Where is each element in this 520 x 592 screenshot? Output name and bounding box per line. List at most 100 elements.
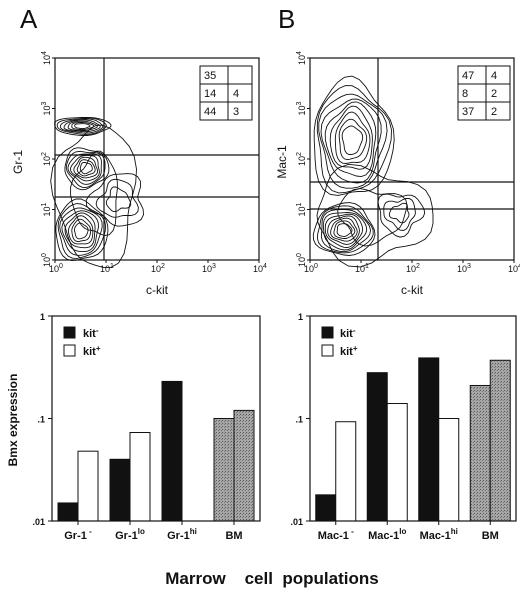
quadrant-value: 3 (233, 106, 239, 118)
bar-kit-pos (386, 403, 408, 522)
density-contour (70, 150, 118, 236)
bar-category-label: BM (225, 530, 242, 542)
bar-plot-frame (51, 315, 261, 522)
density-contour (50, 124, 137, 268)
density-contour (56, 117, 107, 135)
bar-kit-pos (438, 418, 460, 522)
flow-y-tick-label: 104 (41, 51, 52, 65)
bar-kit-neg (315, 494, 337, 522)
density-contour (73, 156, 99, 179)
density-contour (377, 193, 426, 238)
flow-ylabel: Gr-1 (11, 150, 25, 174)
flow-x-tick-label: 104 (508, 263, 520, 274)
quadrant-value: 35 (204, 70, 216, 82)
density-contour (54, 116, 112, 136)
density-contour (330, 217, 358, 242)
quadrant-value: 8 (462, 88, 468, 100)
density-contour (336, 223, 353, 237)
legend-label-kit-pos: kit+ (340, 344, 358, 358)
density-contour (74, 222, 89, 240)
bar-kit-neg (57, 502, 79, 522)
density-contour (334, 111, 371, 164)
quadrant-value: 4 (491, 70, 497, 82)
legend: kit- kit+ (321, 326, 358, 358)
flow-ylabel: Mac-1 (275, 145, 289, 179)
density-contour (316, 205, 374, 254)
bar-plot-frame (309, 315, 517, 522)
density-contour (79, 161, 93, 175)
bar-category-label: Gr-1lo (115, 527, 145, 542)
bar-kit-neg (161, 380, 183, 522)
density-contour (64, 212, 96, 249)
flow-y-tick-label: 102 (41, 152, 52, 166)
bar-kit-neg (109, 458, 131, 522)
bar-kit-neg (469, 384, 491, 522)
density-contour (313, 75, 395, 196)
bar-category-label: BM (482, 530, 499, 542)
density-contour (105, 186, 132, 213)
flow-y-tick-label: 103 (296, 101, 307, 115)
density-contour (71, 218, 92, 242)
flow-y-tick-label: 100 (296, 253, 307, 267)
bar-chart-mac1: .01 .1 1 Mac-1 - Mac-1lo Mac-1hi BM kit- kit+ (290, 312, 517, 542)
panel-letter-a: A (20, 4, 38, 34)
legend-swatch-kit-pos (321, 344, 334, 357)
bar-category-label: Mac-1 - (318, 527, 354, 542)
bar-y-tick-label: .1 (37, 415, 45, 425)
flow-x-tick-label: 101 (100, 263, 114, 274)
quadrant-value: 14 (204, 88, 216, 100)
bar-kit-neg (213, 418, 235, 522)
density-contour (312, 202, 376, 256)
density-contour (65, 150, 106, 188)
density-contour (67, 215, 94, 245)
density-contour (388, 202, 410, 224)
bar-y-tick-label: .1 (295, 415, 303, 425)
density-contour (95, 178, 139, 218)
flow-y-tick-label: 103 (41, 101, 52, 115)
density-contour (383, 198, 416, 231)
bar-y-tick-label: .01 (290, 517, 303, 527)
legend-swatch-kit-neg (321, 326, 334, 339)
density-contour (85, 173, 144, 227)
bar-chart-gr1: Bmx expression .01 .1 1 Gr-1 - Gr-1lo Gr-1hi… (6, 312, 261, 542)
density-contour (322, 212, 368, 251)
density-contour (327, 215, 360, 245)
density-contour (74, 123, 91, 130)
density-contour (316, 85, 392, 194)
quadrant-value: 37 (462, 106, 474, 118)
flow-y-tick-label: 102 (296, 152, 307, 166)
flow-x-tick-label: 102 (151, 263, 165, 274)
flow-x-tick-label: 100 (49, 263, 63, 274)
density-contour (76, 159, 96, 177)
quadrant-table: 47 4 8 2 37 2 (457, 65, 511, 121)
bar-ylabel: Bmx expression (6, 374, 20, 467)
bar-kit-pos (129, 432, 151, 522)
legend-label-kit-neg: kit- (83, 326, 99, 340)
density-contour (63, 119, 101, 133)
density-contour (316, 163, 434, 268)
legend-label-kit-pos: kit+ (83, 344, 101, 358)
density-contour (67, 153, 102, 185)
bar-kit-pos (335, 421, 357, 522)
flow-xlabel: c-kit (401, 283, 424, 297)
density-contour (333, 220, 356, 239)
quadrant-value: 2 (491, 88, 497, 100)
density-contour (61, 210, 99, 253)
bar-category-label: Gr-1hi (167, 527, 197, 542)
density-contour (70, 154, 100, 182)
density-contour (59, 207, 103, 256)
flow-x-tick-label: 103 (202, 263, 216, 274)
flow-y-tick-label: 101 (296, 202, 307, 216)
density-contour (59, 118, 104, 134)
bar-category-label: Mac-1hi (420, 527, 458, 542)
flow-x-tick-label: 102 (406, 263, 420, 274)
density-contour (329, 105, 373, 170)
bar-y-tick-label: 1 (40, 312, 45, 322)
bar-category-label: Gr-1 - (64, 527, 92, 542)
legend: kit- kit+ (63, 326, 101, 358)
flow-x-tick-label: 103 (457, 263, 471, 274)
flow-y-tick-label: 101 (41, 202, 52, 216)
bar-kit-pos (77, 450, 99, 522)
bar-y-tick-label: .01 (32, 517, 45, 527)
bar-y-tick-label: 1 (298, 312, 303, 322)
